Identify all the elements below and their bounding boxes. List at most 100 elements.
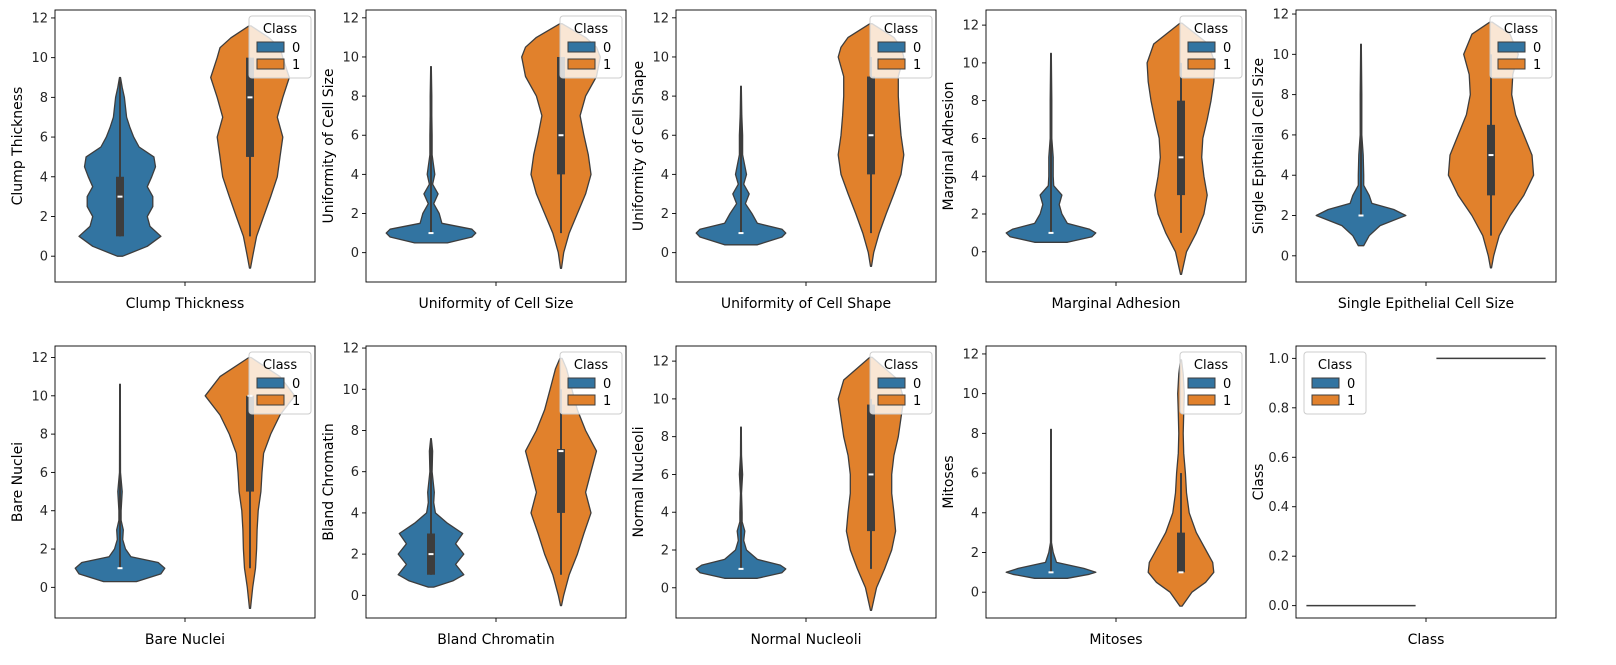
subplot-6: 0 2 4 6 8 10 12 Bare Nuclei Bare Nuclei Class 0 1 <box>10 345 316 648</box>
legend: Class 0 1 <box>1179 15 1243 79</box>
legend-label-1: 1 <box>1347 394 1355 409</box>
median-marker <box>868 473 874 476</box>
x-axis-label: Bare Nuclei <box>145 632 225 648</box>
y-axis-label: Bland Chromatin <box>321 423 337 540</box>
y-tick-label: 12 <box>652 355 669 370</box>
x-axis-label: Uniformity of Cell Size <box>418 296 573 312</box>
y-tick-label: 6 <box>971 467 979 482</box>
y-tick-label: 0 <box>971 245 979 260</box>
subplot-9: 0 2 4 6 8 10 12 Mitoses Mitoses Class 0 1 <box>941 345 1247 648</box>
y-tick-label: 4 <box>1281 169 1289 184</box>
y-tick-label: 0.2 <box>1268 550 1289 565</box>
legend-title: Class <box>884 358 918 373</box>
legend-label-1: 1 <box>1223 58 1231 73</box>
legend-label-1: 1 <box>1223 394 1231 409</box>
legend-title: Class <box>574 358 608 373</box>
y-tick-label: 0 <box>351 246 359 261</box>
x-axis-label: Single Epithelial Cell Size <box>1338 296 1514 312</box>
median-marker <box>1488 154 1494 157</box>
y-tick-label: 12 <box>342 11 359 26</box>
y-tick-label: 4 <box>40 170 48 185</box>
y-tick-label: 0.6 <box>1268 451 1289 466</box>
legend: Class 0 1 <box>1303 351 1367 415</box>
y-tick-label: 4 <box>40 504 48 519</box>
y-tick-label: 4 <box>351 506 359 521</box>
y-tick-label: 10 <box>652 392 669 407</box>
legend-label-0: 0 <box>603 41 611 56</box>
y-axis-label: Marginal Adhesion <box>941 81 957 210</box>
legend-label-0: 0 <box>603 377 611 392</box>
y-tick-label: 4 <box>971 506 979 521</box>
y-tick-label: 8 <box>40 428 48 443</box>
legend-label-1: 1 <box>603 58 611 73</box>
x-axis-label: Normal Nucleoli <box>751 632 862 648</box>
subplot-10: 0.0 0.2 0.4 0.6 0.8 1.0 Class Class Class 0 1 <box>1251 345 1557 648</box>
y-axis-label: Bare Nuclei <box>10 442 26 522</box>
median-marker <box>428 232 434 235</box>
y-tick-label: 6 <box>351 465 359 480</box>
y-tick-label: 12 <box>962 347 979 362</box>
x-axis-label: Class <box>1408 632 1445 648</box>
y-tick-label: 2 <box>971 208 979 223</box>
legend-title: Class <box>263 22 297 37</box>
legend-label-0: 0 <box>913 377 921 392</box>
y-tick-label: 8 <box>971 94 979 109</box>
y-tick-label: 4 <box>971 170 979 185</box>
y-axis-label: Uniformity of Cell Size <box>321 68 337 223</box>
x-axis-label: Bland Chromatin <box>437 632 554 648</box>
y-tick-label: 10 <box>31 51 48 66</box>
y-tick-label: 12 <box>652 11 669 26</box>
legend-swatch-0 <box>567 377 596 389</box>
legend-label-1: 1 <box>292 394 300 409</box>
legend-swatch-0 <box>256 41 285 53</box>
legend-swatch-1 <box>877 394 906 406</box>
legend-swatch-1 <box>1187 394 1216 406</box>
y-tick-label: 4 <box>661 506 669 521</box>
legend-swatch-0 <box>1311 377 1340 389</box>
y-tick-label: 6 <box>661 129 669 144</box>
y-tick-label: 10 <box>962 56 979 71</box>
iqr-box <box>557 449 565 513</box>
median-marker <box>247 96 253 99</box>
legend-swatch-1 <box>256 58 285 70</box>
y-tick-label: 6 <box>661 468 669 483</box>
legend-label-1: 1 <box>603 394 611 409</box>
legend-label-1: 1 <box>913 58 921 73</box>
legend: Class 0 1 <box>869 351 933 415</box>
y-tick-label: 12 <box>31 351 48 366</box>
median-marker <box>1178 571 1184 574</box>
y-tick-label: 8 <box>351 424 359 439</box>
y-axis-label: Mitoses <box>941 455 957 508</box>
legend-swatch-0 <box>567 41 596 53</box>
legend-swatch-1 <box>567 394 596 406</box>
legend-swatch-0 <box>256 377 285 389</box>
legend-label-1: 1 <box>292 58 300 73</box>
median-marker <box>428 553 434 556</box>
legend: Class 0 1 <box>248 351 312 415</box>
iqr-box <box>246 57 254 157</box>
median-marker <box>117 195 123 198</box>
iqr-box <box>116 176 124 237</box>
median-marker <box>558 450 564 453</box>
legend-swatch-0 <box>1187 41 1216 53</box>
median-marker <box>1178 156 1184 159</box>
y-tick-label: 12 <box>31 11 48 26</box>
legend-title: Class <box>574 22 608 37</box>
legend-label-0: 0 <box>292 377 300 392</box>
legend-label-0: 0 <box>1223 377 1231 392</box>
median-marker <box>558 134 564 137</box>
x-axis-label: Clump Thickness <box>126 296 245 312</box>
y-tick-label: 2 <box>351 207 359 222</box>
x-axis-label: Mitoses <box>1089 632 1142 648</box>
legend-swatch-0 <box>1187 377 1216 389</box>
median-marker <box>1048 571 1054 574</box>
median-marker <box>1048 231 1054 234</box>
y-tick-label: 4 <box>661 168 669 183</box>
y-axis-label: Uniformity of Cell Shape <box>631 61 647 231</box>
y-tick-label: 10 <box>962 387 979 402</box>
legend-swatch-1 <box>1187 58 1216 70</box>
